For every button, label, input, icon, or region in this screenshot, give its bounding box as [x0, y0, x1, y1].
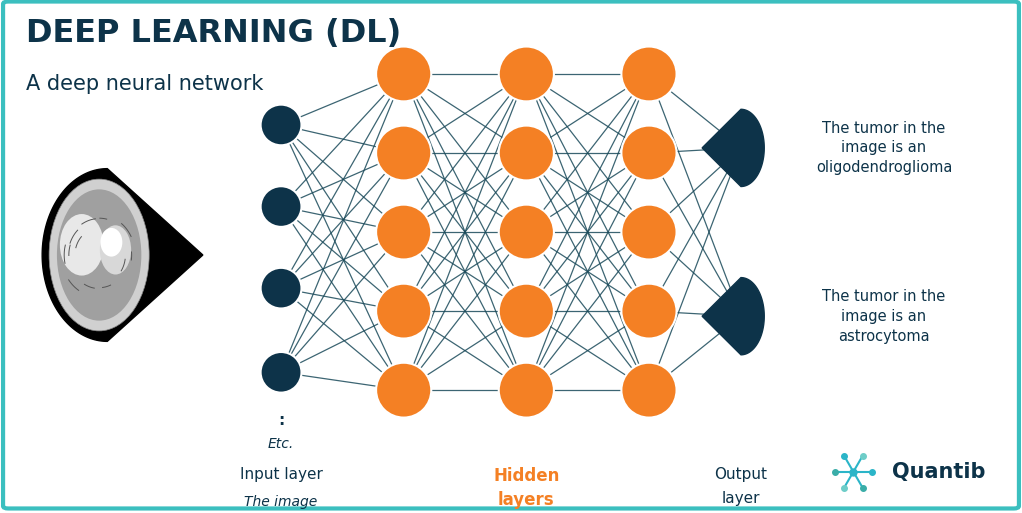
Ellipse shape [261, 105, 301, 145]
Text: DEEP LEARNING (DL): DEEP LEARNING (DL) [26, 18, 401, 49]
Ellipse shape [100, 228, 123, 256]
Ellipse shape [376, 205, 431, 260]
Text: layers: layers [498, 490, 555, 508]
Ellipse shape [376, 126, 431, 181]
Ellipse shape [621, 126, 677, 181]
Text: The tumor in the
image is an
oligodendroglioma: The tumor in the image is an oligodendro… [816, 121, 953, 175]
Text: The image: The image [244, 495, 318, 509]
Polygon shape [702, 109, 764, 187]
Text: Quantib: Quantib [892, 462, 985, 482]
Text: Input layer: Input layer [239, 467, 323, 482]
Ellipse shape [376, 47, 431, 102]
Polygon shape [702, 278, 764, 355]
Ellipse shape [60, 214, 103, 275]
Text: Etc.: Etc. [268, 437, 294, 451]
Ellipse shape [499, 363, 554, 418]
Ellipse shape [49, 179, 149, 331]
Ellipse shape [261, 268, 301, 308]
Ellipse shape [499, 205, 554, 260]
Ellipse shape [621, 205, 677, 260]
Text: Hidden: Hidden [494, 467, 559, 485]
Ellipse shape [621, 363, 677, 418]
Ellipse shape [499, 47, 554, 102]
Ellipse shape [376, 284, 431, 339]
Ellipse shape [261, 186, 301, 227]
Text: A deep neural network: A deep neural network [26, 74, 263, 94]
Text: layer: layer [722, 490, 760, 506]
Ellipse shape [499, 284, 554, 339]
Ellipse shape [376, 363, 431, 418]
Text: The tumor in the
image is an
astrocytoma: The tumor in the image is an astrocytoma [823, 289, 945, 344]
Ellipse shape [100, 225, 131, 274]
Text: Output: Output [714, 467, 768, 482]
Ellipse shape [499, 126, 554, 181]
Ellipse shape [621, 47, 677, 102]
Text: :: : [278, 413, 284, 428]
Polygon shape [42, 169, 202, 341]
Ellipse shape [621, 284, 677, 339]
Ellipse shape [261, 352, 301, 392]
Ellipse shape [57, 189, 141, 321]
FancyBboxPatch shape [3, 2, 1019, 508]
